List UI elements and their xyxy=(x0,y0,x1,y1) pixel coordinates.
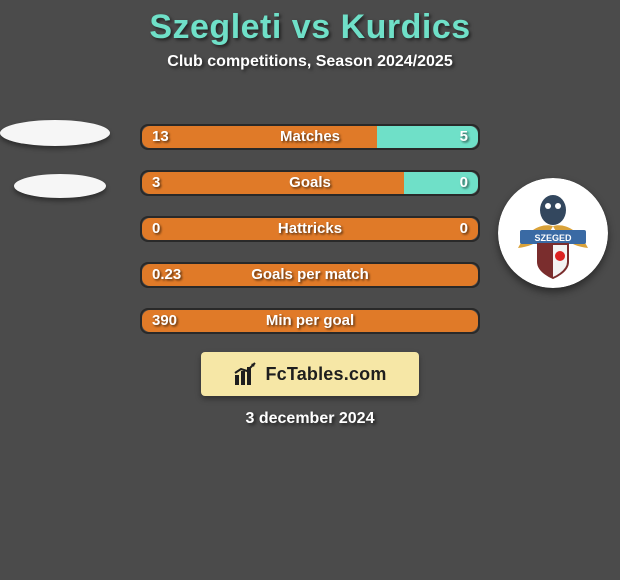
ellipse-icon xyxy=(14,174,106,198)
title-left: Szegleti xyxy=(149,8,281,46)
comparison-bars: 135Matches 30Goals 00Hattricks 0.23Goals pe… xyxy=(140,124,480,354)
chart-icon xyxy=(233,361,259,387)
page-title: Szegleti vs Kurdics xyxy=(0,0,620,47)
stat-label: Goals xyxy=(140,170,480,196)
brand-box: FcTables.com xyxy=(201,352,419,396)
stat-label: Matches xyxy=(140,124,480,150)
stat-label: Hattricks xyxy=(140,216,480,242)
title-right: Kurdics xyxy=(341,8,471,46)
club-badge-icon: SZEGED xyxy=(498,178,608,288)
title-vs: vs xyxy=(292,8,331,46)
subtitle: Club competitions, Season 2024/2025 xyxy=(0,53,620,71)
svg-text:SZEGED: SZEGED xyxy=(534,233,572,243)
left-club-logo xyxy=(0,120,110,230)
right-club-logo: SZEGED xyxy=(498,178,608,288)
stat-row: 00Hattricks xyxy=(140,216,480,242)
stat-label: Min per goal xyxy=(140,308,480,334)
ellipse-icon xyxy=(0,120,110,146)
stat-row: 390Min per goal xyxy=(140,308,480,334)
stat-row: 135Matches xyxy=(140,124,480,150)
brand-text: FcTables.com xyxy=(265,364,386,385)
stat-row: 0.23Goals per match xyxy=(140,262,480,288)
stat-row: 30Goals xyxy=(140,170,480,196)
date-text: 3 december 2024 xyxy=(0,410,620,428)
stat-label: Goals per match xyxy=(140,262,480,288)
